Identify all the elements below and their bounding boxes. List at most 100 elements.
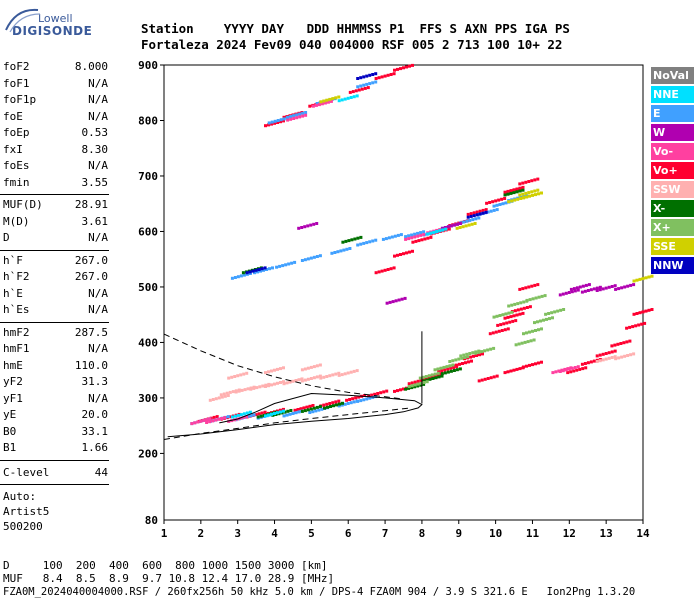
file-info-footer: FZA0M_2024040004000.RSF / 260fx256h 50 k…: [3, 586, 636, 598]
data-point: [564, 368, 568, 372]
data-point: [374, 238, 378, 242]
x-tick-label: 1: [161, 527, 168, 540]
data-point: [623, 285, 627, 289]
data-point: [331, 401, 335, 405]
data-point: [632, 352, 636, 356]
data-point: [518, 367, 522, 371]
data-point: [285, 413, 289, 417]
data-point: [337, 399, 341, 403]
data-point: [326, 100, 330, 104]
data-point: [455, 222, 459, 226]
data-point: [273, 412, 276, 415]
data-point: [527, 191, 531, 195]
data-point: [306, 224, 310, 228]
data-point: [352, 400, 356, 404]
data-point: [477, 379, 481, 383]
data-point: [446, 225, 450, 229]
data-point: [411, 249, 414, 253]
data-point: [466, 215, 470, 219]
data-point: [461, 362, 464, 365]
data-point: [429, 231, 433, 235]
data-point: [405, 251, 408, 255]
y-tick-label: 200: [138, 447, 158, 460]
data-point: [413, 232, 417, 236]
data-point: [478, 209, 482, 213]
param-value: 33.1: [81, 424, 109, 438]
data-point: [356, 77, 360, 80]
data-point: [414, 239, 418, 243]
data-point: [396, 233, 400, 237]
param-key: fmin: [3, 175, 30, 189]
data-point: [301, 111, 305, 115]
data-point: [578, 367, 582, 371]
data-point: [318, 254, 322, 258]
data-point: [507, 311, 511, 315]
data-point: [440, 372, 444, 376]
data-point: [495, 374, 499, 378]
distance-row: D 100 200 400 600 800 1000 1500 3000 [km…: [3, 559, 328, 572]
data-point: [344, 239, 348, 243]
data-point: [492, 315, 496, 319]
data-point: [444, 227, 448, 231]
data-point: [328, 97, 332, 101]
data-point: [526, 340, 530, 344]
data-point: [276, 121, 279, 124]
data-point: [550, 311, 554, 315]
data-point: [293, 408, 297, 412]
data-point: [495, 314, 499, 318]
data-point: [503, 328, 507, 332]
data-point: [196, 420, 200, 424]
data-point: [374, 80, 378, 84]
data-point: [286, 118, 290, 122]
data-point: [601, 352, 605, 356]
data-point: [610, 356, 614, 359]
data-point: [641, 310, 645, 314]
data-point: [628, 325, 632, 329]
data-point: [408, 64, 411, 68]
x-tick-label: 9: [455, 527, 462, 540]
data-point: [282, 366, 285, 370]
data-point: [265, 268, 268, 271]
data-point: [284, 263, 288, 267]
data-point: [273, 121, 276, 125]
param-key: h`Es: [3, 303, 30, 316]
data-point: [650, 274, 654, 278]
data-point: [433, 372, 437, 376]
data-point: [306, 257, 310, 261]
data-point: [492, 375, 496, 379]
data-point: [576, 365, 580, 369]
data-point: [383, 268, 387, 272]
data-point: [289, 117, 293, 121]
data-point: [458, 226, 462, 229]
data-point: [294, 411, 298, 415]
data-point: [359, 76, 363, 80]
data-point: [381, 237, 385, 241]
param-value: 8.000: [74, 60, 108, 73]
data-point: [368, 396, 372, 400]
data-point: [253, 271, 256, 275]
param-row: MUF(D) 28.91: [3, 198, 108, 214]
data-point: [580, 362, 584, 366]
data-point: [534, 329, 537, 332]
data-point: [503, 193, 507, 197]
data-point: [537, 295, 541, 299]
data-point: [393, 254, 396, 258]
data-point: [326, 405, 329, 409]
data-point: [315, 375, 319, 379]
data-point: [330, 251, 334, 255]
data-point: [436, 367, 440, 371]
data-point: [303, 225, 307, 229]
data-point: [650, 308, 654, 311]
y-tick-label: 300: [138, 392, 158, 405]
data-point: [245, 371, 249, 375]
data-point: [263, 266, 267, 270]
data-point: [431, 377, 435, 380]
data-point: [486, 348, 490, 352]
data-point: [644, 309, 648, 313]
data-point: [323, 406, 326, 410]
data-point: [309, 223, 313, 227]
data-point: [214, 397, 218, 401]
data-point: [475, 354, 478, 357]
data-point: [248, 270, 252, 274]
data-point: [578, 285, 582, 289]
